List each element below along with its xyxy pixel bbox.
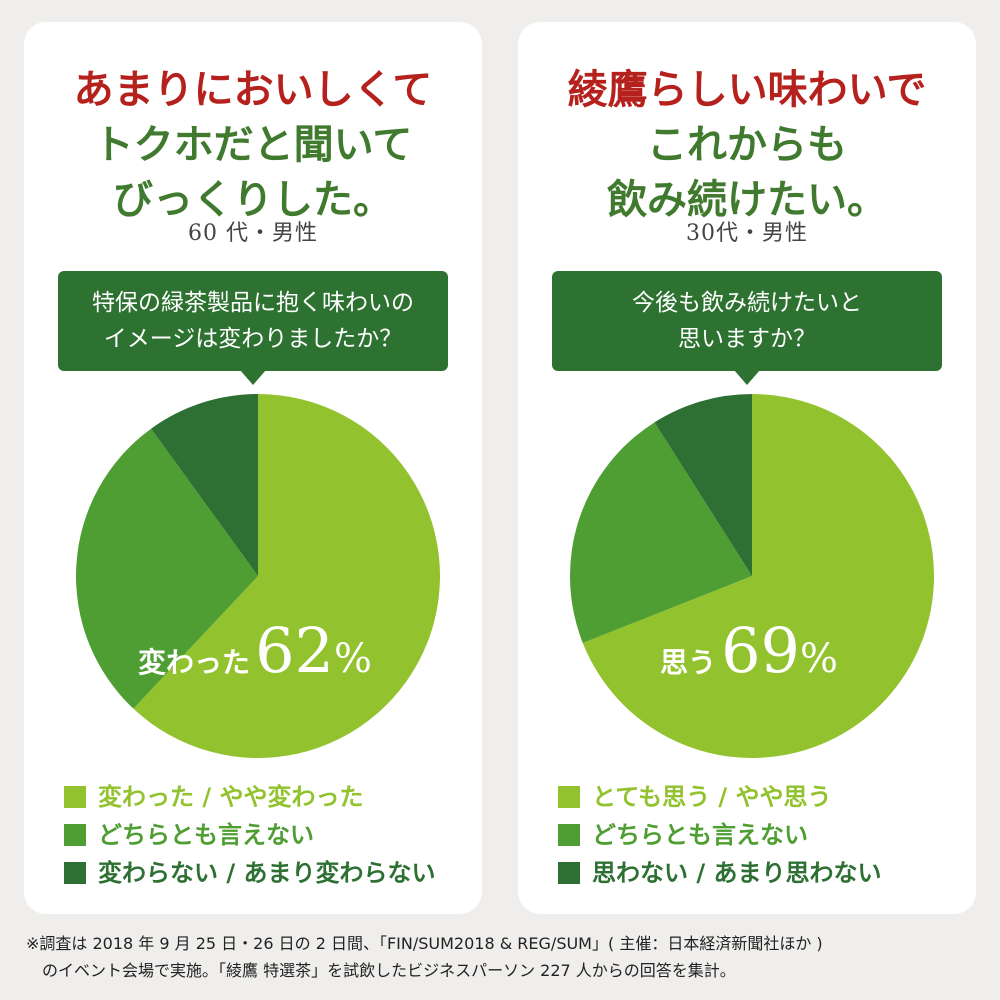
highlight-label: 変わった bbox=[137, 646, 250, 679]
highlight-value: 62 bbox=[255, 614, 334, 687]
pie-slice bbox=[76, 428, 258, 709]
legend-label: とても思う / やや思う bbox=[592, 783, 832, 811]
pie-slice bbox=[151, 394, 258, 576]
question-bubble: 特保の緑茶製品に抱く味わいの イメージは変わりましたか？ bbox=[58, 271, 448, 385]
legend-swatch bbox=[558, 824, 580, 846]
pie-slice bbox=[133, 394, 440, 758]
legend-item: どちらとも言えない bbox=[64, 816, 435, 854]
headline: 綾鷹らしい味わいで これからも 飲み続けたい。 bbox=[518, 62, 976, 227]
pie-slice bbox=[654, 394, 752, 576]
legend-item: 変わらない / あまり変わらない bbox=[64, 854, 435, 892]
legend-label: どちらとも言えない bbox=[592, 821, 808, 849]
pie-slice bbox=[582, 394, 934, 758]
legend-label: 変わらない / あまり変わらない bbox=[98, 859, 436, 887]
legend-label: 変わった / やや変わった bbox=[98, 783, 364, 811]
legend-swatch bbox=[64, 786, 86, 808]
survey-card-right: 綾鷹らしい味わいで これからも 飲み続けたい。 30代・男性 今後も飲み続けたい… bbox=[518, 22, 976, 914]
survey-footnote: ※調査は 2018 年 9 月 25 日・26 日の 2 日間、「FIN/SUM… bbox=[26, 930, 986, 984]
legend-label: 思わない / あまり思わない bbox=[592, 859, 882, 887]
legend: 変わった / やや変わった どちらとも言えない 変わらない / あまり変わらない bbox=[64, 778, 435, 892]
pie-highlight-label: 変わった 62% bbox=[26, 614, 484, 687]
headline-line-2: トクホだと聞いて bbox=[93, 121, 413, 168]
question-line-1: 今後も飲み続けたいと bbox=[632, 290, 862, 316]
legend-item: とても思う / やや思う bbox=[558, 778, 881, 816]
headline-line-1: 綾鷹らしい味わいで bbox=[567, 66, 927, 113]
respondent-label: 30代・男性 bbox=[686, 221, 808, 246]
question-line-2: 思いますか？ bbox=[678, 326, 816, 352]
headline-line-1: あまりにおいしくて bbox=[73, 66, 433, 113]
legend-swatch bbox=[64, 824, 86, 846]
highlight-unit: % bbox=[334, 636, 373, 682]
question-line-1: 特保の緑茶製品に抱く味わいの bbox=[92, 290, 414, 316]
highlight-value: 69 bbox=[721, 614, 800, 687]
legend-label: どちらとも言えない bbox=[98, 821, 314, 849]
footnote-line-2: のイベント会場で実施。「綾鷹 特選茶」を試飲したビジネスパーソン 227 人から… bbox=[42, 961, 736, 980]
pie-slice bbox=[570, 422, 752, 643]
headline-line-3: 飲み続けたい。 bbox=[607, 176, 887, 223]
legend-swatch bbox=[558, 786, 580, 808]
highlight-label: 思う bbox=[659, 646, 716, 679]
headline-line-3: びっくりした。 bbox=[113, 176, 393, 223]
pie-highlight-label: 思う 69% bbox=[520, 614, 978, 687]
survey-card-left: あまりにおいしくて トクホだと聞いて びっくりした。 60 代・男性 特保の緑茶… bbox=[24, 22, 482, 914]
respondent-label: 60 代・男性 bbox=[188, 221, 318, 246]
footnote-line-1: ※調査は 2018 年 9 月 25 日・26 日の 2 日間、「FIN/SUM… bbox=[26, 934, 823, 953]
question-line-2: イメージは変わりましたか？ bbox=[103, 326, 403, 352]
legend-item: 変わった / やや変わった bbox=[64, 778, 435, 816]
highlight-unit: % bbox=[800, 636, 839, 682]
legend-item: 思わない / あまり思わない bbox=[558, 854, 881, 892]
legend-item: どちらとも言えない bbox=[558, 816, 881, 854]
pie-chart bbox=[570, 394, 934, 758]
legend-swatch bbox=[64, 862, 86, 884]
pie-chart bbox=[76, 394, 440, 758]
question-bubble: 今後も飲み続けたいと 思いますか？ bbox=[552, 271, 942, 385]
legend-swatch bbox=[558, 862, 580, 884]
headline-line-2: これからも bbox=[647, 121, 847, 168]
legend: とても思う / やや思う どちらとも言えない 思わない / あまり思わない bbox=[558, 778, 881, 892]
headline: あまりにおいしくて トクホだと聞いて びっくりした。 bbox=[24, 62, 482, 227]
